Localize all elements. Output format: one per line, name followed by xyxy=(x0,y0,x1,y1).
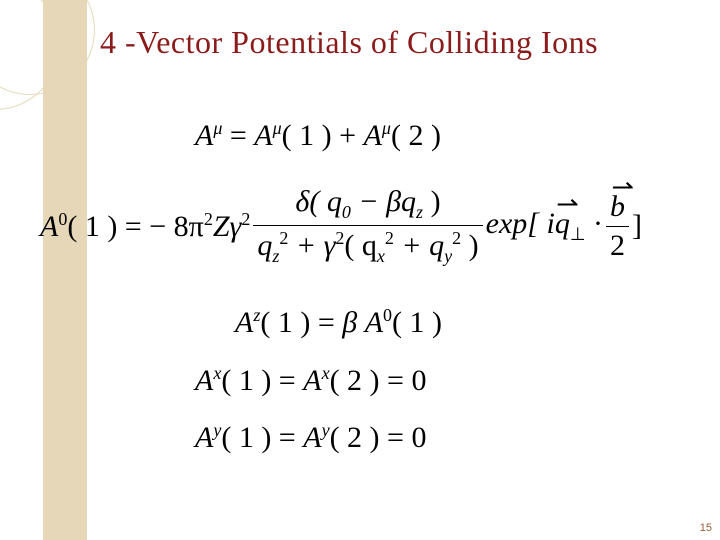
eq2-close2: ) xyxy=(461,229,479,262)
eq2-bbar xyxy=(606,226,629,227)
eq2-sup0: 0 xyxy=(58,209,67,229)
slide-title: 4 -Vector Potentials of Colliding Ions xyxy=(100,24,598,61)
eq2-minus: − 8π xyxy=(149,210,204,243)
eq5-A: A xyxy=(195,421,213,454)
eq2-bracket: ] xyxy=(632,209,642,243)
eq3-arg2: ( 1 ) xyxy=(392,306,442,339)
eq3-beta: β xyxy=(342,306,364,339)
equation-3: Az( 1 ) = β A0( 1 ) xyxy=(235,305,442,340)
eq2-den-subz: z xyxy=(272,246,279,266)
eq2-exp: exp[ iq⊥ · xyxy=(486,207,603,245)
eq2-expw: exp[ i xyxy=(486,207,555,240)
eq3-sup0: 0 xyxy=(383,305,392,325)
eq1-A2: A xyxy=(364,119,382,152)
eq2-dot: · xyxy=(586,207,604,240)
eq2-close: ) xyxy=(423,185,441,218)
eq1-A: A xyxy=(195,119,213,152)
eq2-plus: + γ xyxy=(288,229,335,262)
eq2-xsq: 2 xyxy=(385,228,394,248)
eq4-x2: x xyxy=(322,363,330,383)
eq1-eq: = xyxy=(222,119,254,152)
eq1-mu2: μ xyxy=(382,118,391,138)
eq2-arg: ( 1 ) = xyxy=(67,210,149,243)
eq2-qvec: q xyxy=(555,207,570,241)
eq2-suby: y xyxy=(444,246,452,266)
eq2-sq1: 2 xyxy=(204,209,213,229)
eq3-arg: ( 1 ) = xyxy=(260,306,342,339)
page-number: 15 xyxy=(700,522,712,534)
eq3-A: A xyxy=(235,306,253,339)
eq2-subz: z xyxy=(416,202,423,222)
slide: 4 -Vector Potentials of Colliding Ions A… xyxy=(0,0,720,540)
eq2-bvec: b xyxy=(610,190,625,223)
eq2-qperp: q xyxy=(555,207,570,240)
eq4-A2: A xyxy=(303,364,321,397)
eq2-delta: δ( q xyxy=(295,185,341,218)
eq2-numerator: δ( q0 − βqz ) xyxy=(291,185,444,223)
eq5-A2: A xyxy=(303,421,321,454)
eq2-bfrac: b 2 xyxy=(606,190,629,263)
eq5-y2: y xyxy=(322,420,330,440)
eq2-denominator: qz2 + γ2( qx2 + qy2 ) xyxy=(253,228,482,267)
eq2-bvec-wrap: b xyxy=(610,190,625,224)
equation-4: Ax( 1 ) = Ax( 2 ) = 0 xyxy=(195,363,426,398)
eq2-sub0: 0 xyxy=(342,202,351,222)
eq5-arg1: ( 1 ) = xyxy=(221,421,303,454)
eq2-Z: Z xyxy=(213,210,230,243)
eq2-A: A xyxy=(40,210,58,243)
eq3-A0: A xyxy=(365,306,383,339)
eq2-subx: x xyxy=(377,246,385,266)
eq2-bnum: b xyxy=(606,190,629,224)
eq1-p2: ( 2 ) xyxy=(391,119,441,152)
eq2-paren: ( q xyxy=(344,229,377,262)
eq5-arg2: ( 2 ) = 0 xyxy=(330,421,427,454)
eq2-minus2: − βq xyxy=(351,185,416,218)
eq2-sq2: 2 xyxy=(241,209,250,229)
eq4-arg2: ( 2 ) = 0 xyxy=(330,364,427,397)
eq2-den-sq: 2 xyxy=(279,228,288,248)
equation-area: Aμ = Aμ( 1 ) + Aμ( 2 ) A0( 1 ) = − 8π2Zγ… xyxy=(40,100,710,480)
eq4-A: A xyxy=(195,364,213,397)
equation-2: A0( 1 ) = − 8π2Zγ2 δ( q0 − βqz ) qz2 + γ… xyxy=(40,185,642,267)
eq2-fracbar xyxy=(253,225,482,226)
eq2-lhs: A0( 1 ) = − 8π2Zγ2 xyxy=(40,209,250,244)
eq2-den-qz: q xyxy=(257,229,272,262)
eq4-arg1: ( 1 ) = xyxy=(221,364,303,397)
eq2-fraction: δ( q0 − βqz ) qz2 + γ2( qx2 + qy2 ) xyxy=(253,185,482,267)
eq2-two: 2 xyxy=(606,229,629,263)
eq2-gamma: γ xyxy=(230,210,242,243)
eq2-perp: ⊥ xyxy=(570,224,586,244)
eq1-A1: A xyxy=(254,119,272,152)
eq2-plus2: + q xyxy=(394,229,444,262)
equation-5: Ay( 1 ) = Ay( 2 ) = 0 xyxy=(195,420,426,455)
eq1-mu1: μ xyxy=(273,118,282,138)
equation-1: Aμ = Aμ( 1 ) + Aμ( 2 ) xyxy=(195,118,441,153)
eq2-ysq: 2 xyxy=(452,228,461,248)
eq1-p1: ( 1 ) + xyxy=(282,119,364,152)
